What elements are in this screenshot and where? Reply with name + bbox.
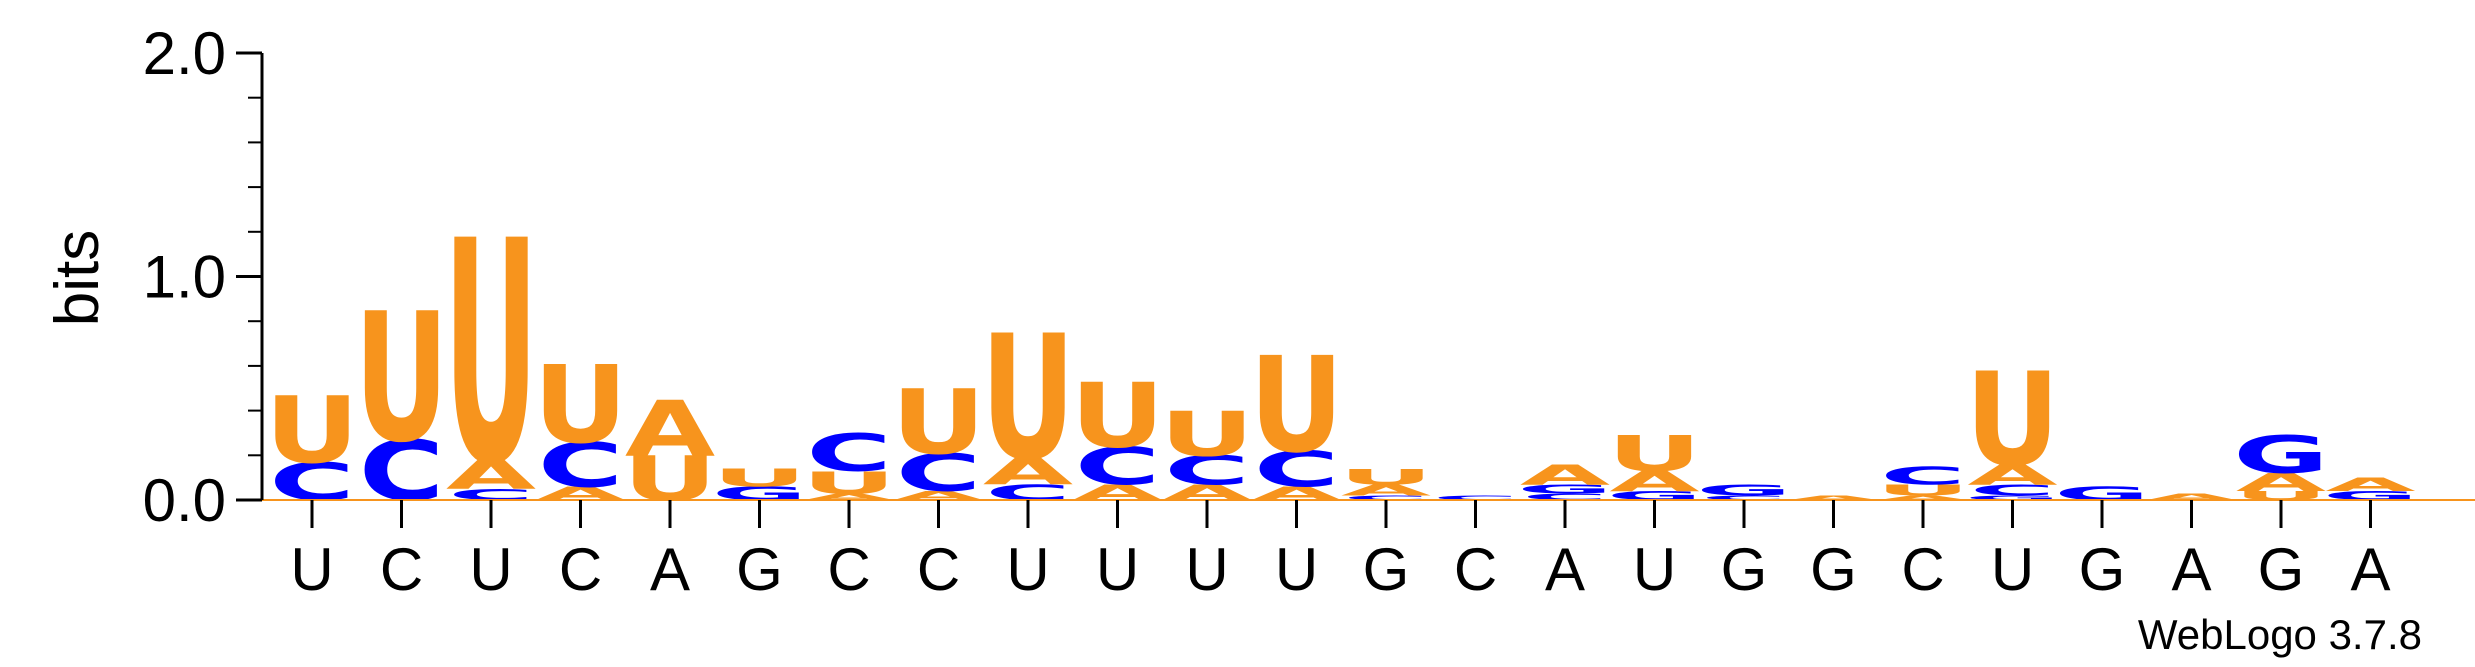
- x-tick-label: A: [2171, 536, 2211, 603]
- glyph-A: A: [2325, 474, 2416, 496]
- y-axis-ticks: 0.0 1.0 2.0: [143, 20, 262, 534]
- glyph-C: C: [896, 443, 982, 503]
- glyph-C: C: [1433, 494, 1519, 501]
- glyph-U: U: [802, 465, 897, 501]
- y-axis-label: bits: [43, 230, 112, 326]
- glyph-U: U: [265, 377, 360, 484]
- glyph-C: C: [1164, 447, 1250, 494]
- y-tick-label: 0.0: [143, 467, 226, 534]
- x-tick-label: C: [559, 536, 602, 603]
- glyph-C: C: [1343, 494, 1429, 501]
- x-tick-label: U: [1006, 536, 1049, 603]
- x-tick-label: G: [2258, 536, 2305, 603]
- x-tick-label: U: [290, 536, 333, 603]
- x-tick-label: U: [1991, 536, 2034, 603]
- glyph-A: A: [1520, 459, 1611, 491]
- y-tick-label: 2.0: [143, 20, 226, 87]
- glyph-C: C: [806, 423, 892, 483]
- x-tick-label: U: [1275, 536, 1318, 603]
- x-tick-label: U: [1185, 536, 1228, 603]
- glyph-G: G: [2233, 425, 2329, 485]
- glyph-A: A: [1609, 465, 1700, 497]
- glyph-G: G: [1696, 481, 1792, 499]
- x-tick-label: G: [1363, 536, 1410, 603]
- glyph-C: C: [1701, 494, 1787, 501]
- y-tick-label: 1.0: [143, 244, 226, 311]
- glyph-A: A: [2146, 491, 2236, 502]
- glyph-A: A: [1341, 481, 1431, 499]
- weblogo-credit: WebLogo 3.7.8: [2138, 611, 2422, 658]
- x-tick-label: C: [917, 536, 960, 603]
- glyph-A: A: [1788, 494, 1878, 501]
- glyph-U: U: [533, 343, 628, 467]
- glyph-U: U: [891, 372, 986, 475]
- glyph-U: U: [1249, 330, 1344, 482]
- glyph-G: G: [1965, 494, 2061, 501]
- x-tick-label: C: [1901, 536, 1944, 603]
- x-tick-label: C: [380, 536, 423, 603]
- glyph-A: A: [625, 385, 715, 474]
- glyph-A: A: [2236, 468, 2326, 496]
- x-tick-label: G: [1810, 536, 1857, 603]
- glyph-A: A: [804, 491, 894, 502]
- glyph-C: C: [1880, 462, 1966, 490]
- x-tick-label: G: [2079, 536, 2126, 603]
- x-tick-label: U: [1633, 536, 1676, 603]
- glyph-C: C: [1075, 437, 1161, 497]
- glyph-U: U: [1160, 399, 1255, 470]
- glyph-U: U: [712, 464, 807, 492]
- x-tick-label: A: [650, 536, 690, 603]
- glyph-A: A: [983, 451, 1073, 493]
- x-tick-label: U: [1096, 536, 1139, 603]
- glyph-U: U: [444, 176, 539, 533]
- x-axis-ticks: [310, 500, 2372, 528]
- x-tick-label: U: [469, 536, 512, 603]
- glyph-A: A: [1967, 459, 2058, 491]
- glyph-U: U: [1965, 345, 2060, 495]
- glyph-U: U: [1339, 464, 1434, 489]
- x-tick-label: A: [1545, 536, 1585, 603]
- glyph-U: U: [981, 299, 1076, 499]
- glyph-A: A: [1878, 494, 1968, 501]
- x-tick-label: C: [1454, 536, 1497, 603]
- glyph-G: G: [1517, 482, 1613, 496]
- x-tick-label: C: [827, 536, 870, 603]
- x-tick-label: G: [736, 536, 783, 603]
- glyph-U: U: [1070, 365, 1165, 468]
- glyph-U: U: [354, 277, 449, 483]
- glyph-C: C: [1522, 491, 1608, 502]
- glyph-C: C: [1254, 442, 1340, 499]
- glyph-U: U: [1607, 426, 1702, 483]
- glyph-C: C: [1970, 481, 2056, 499]
- x-tick-label: G: [1721, 536, 1768, 603]
- x-tick-label: A: [2350, 536, 2390, 603]
- glyph-C: C: [538, 430, 624, 501]
- glyph-A: A: [446, 452, 537, 499]
- glyph-U: U: [1876, 481, 1971, 499]
